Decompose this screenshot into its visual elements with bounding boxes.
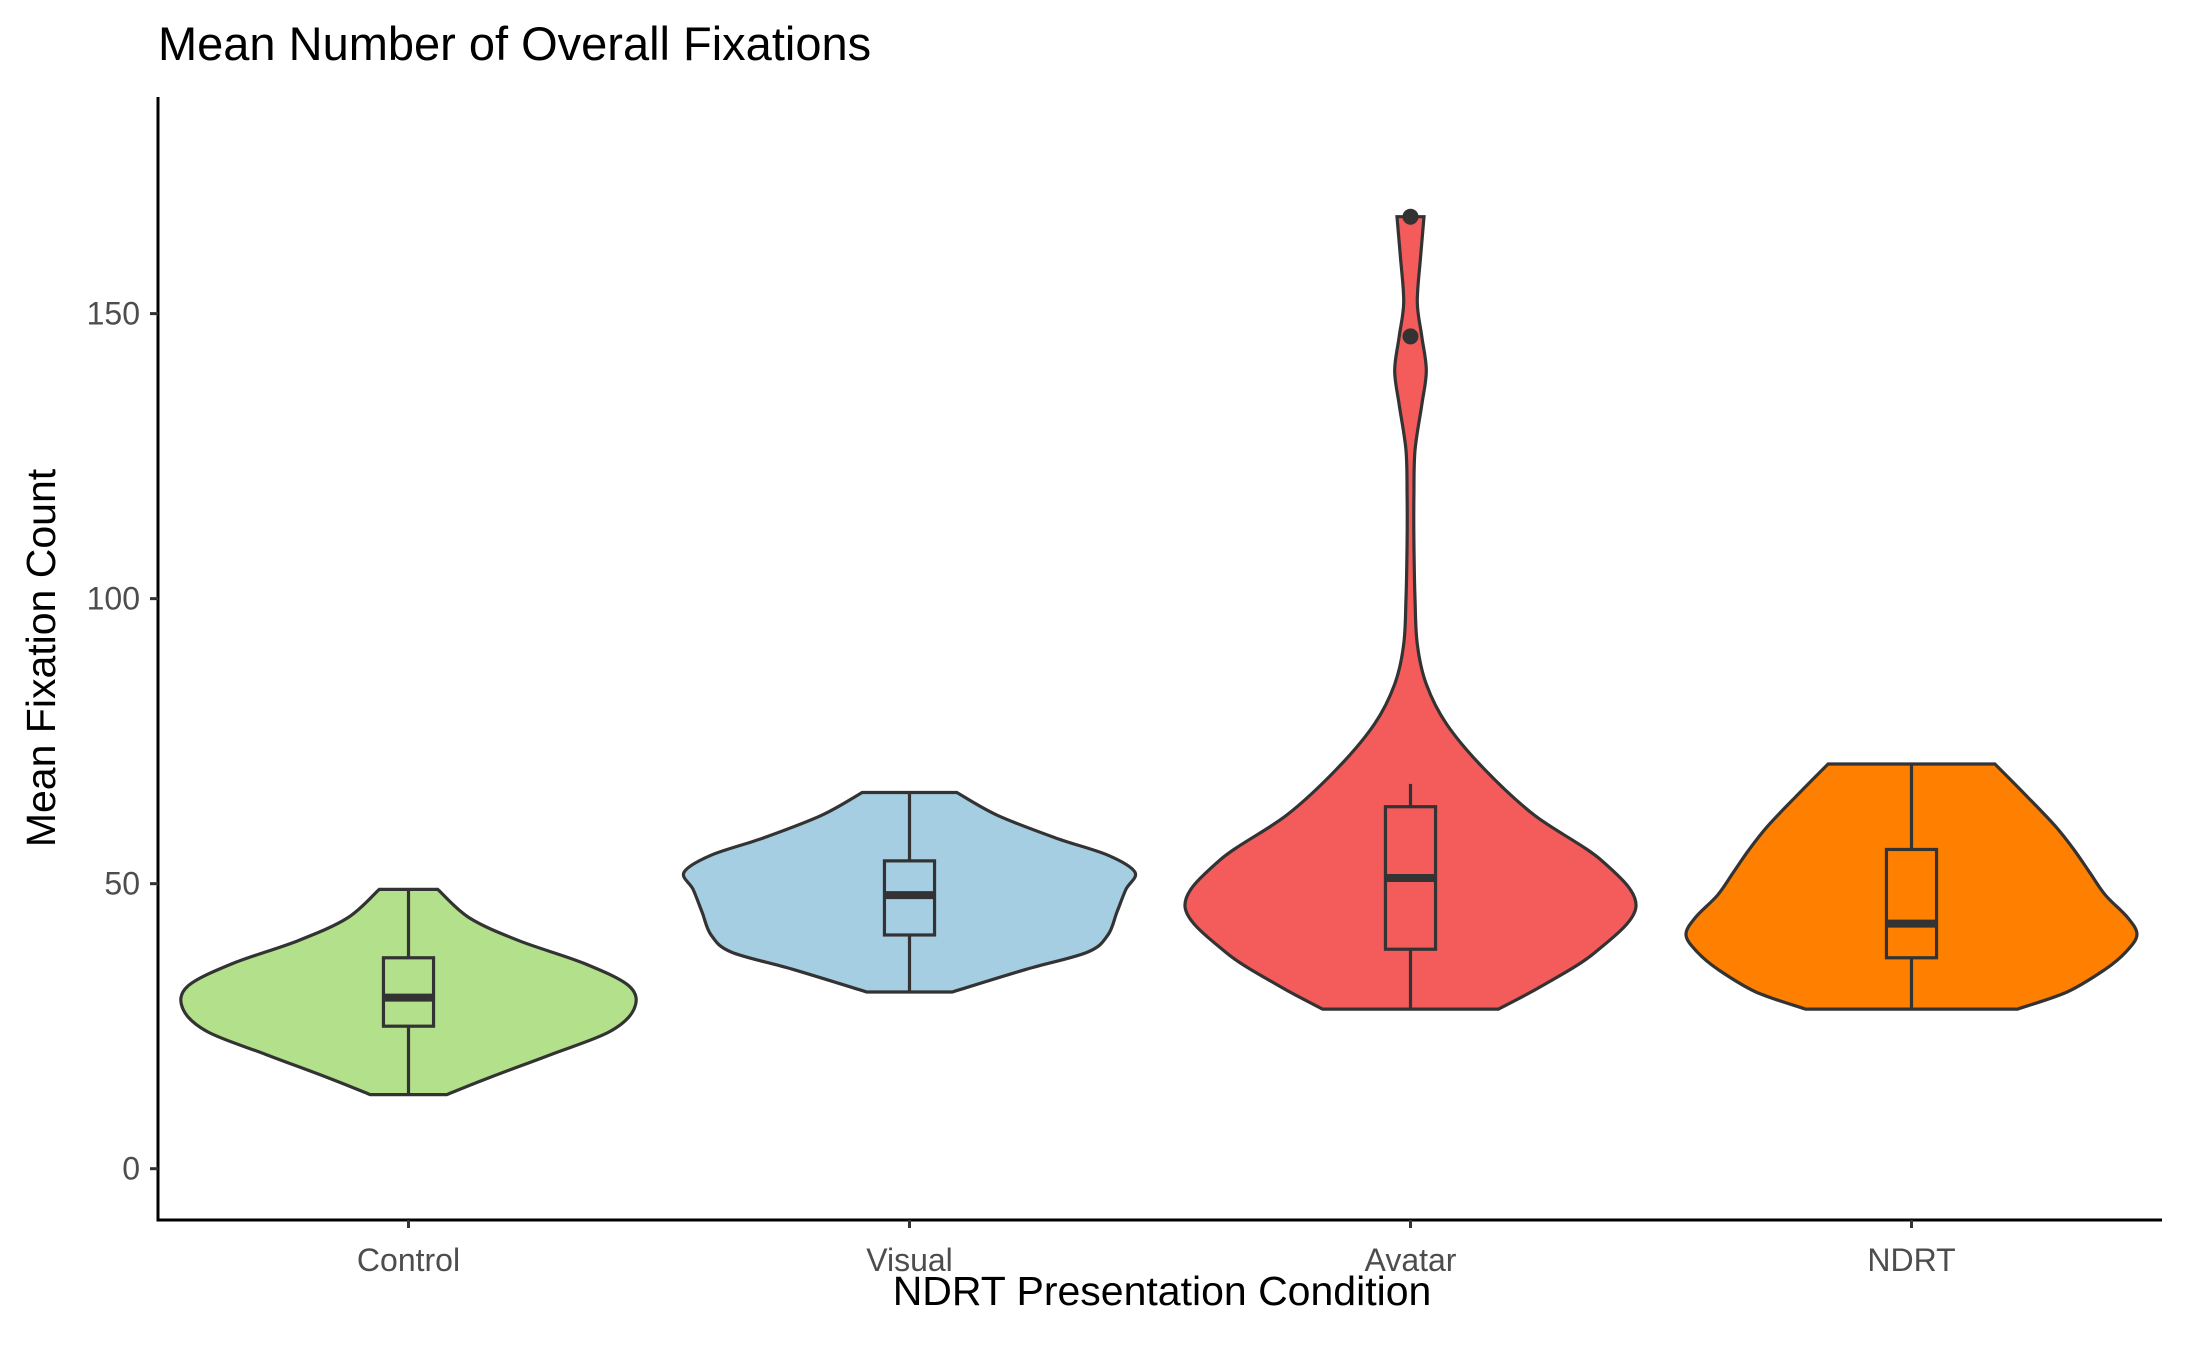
violin-avatar (1183, 215, 1638, 1011)
x-tick-label: Avatar (1365, 1242, 1457, 1278)
x-tick-label: Control (357, 1242, 460, 1278)
violin-control (179, 887, 638, 1097)
x-axis-ticks: Control Visual Avatar NDRT (357, 1220, 1956, 1278)
outlier-point (1402, 208, 1419, 225)
y-tick-label: 50 (104, 866, 140, 902)
chart-title: Mean Number of Overall Fixations (158, 17, 871, 70)
x-axis-title: NDRT Presentation Condition (893, 1268, 1432, 1314)
x-tick-label: NDRT (1867, 1242, 1955, 1278)
y-axis-ticks: 0 50 100 150 (87, 296, 158, 1187)
x-tick-label: Visual (866, 1242, 953, 1278)
outlier-point (1402, 328, 1419, 345)
violin-ndrt (1684, 762, 2139, 1011)
y-tick-label: 100 (87, 581, 140, 617)
y-tick-label: 0 (122, 1151, 140, 1187)
box-iqr (381, 956, 436, 1028)
box-iqr (1884, 847, 1939, 960)
y-axis-title: Mean Fixation Count (18, 468, 64, 847)
y-tick-label: 150 (87, 296, 140, 332)
plot-area (179, 208, 2139, 1097)
